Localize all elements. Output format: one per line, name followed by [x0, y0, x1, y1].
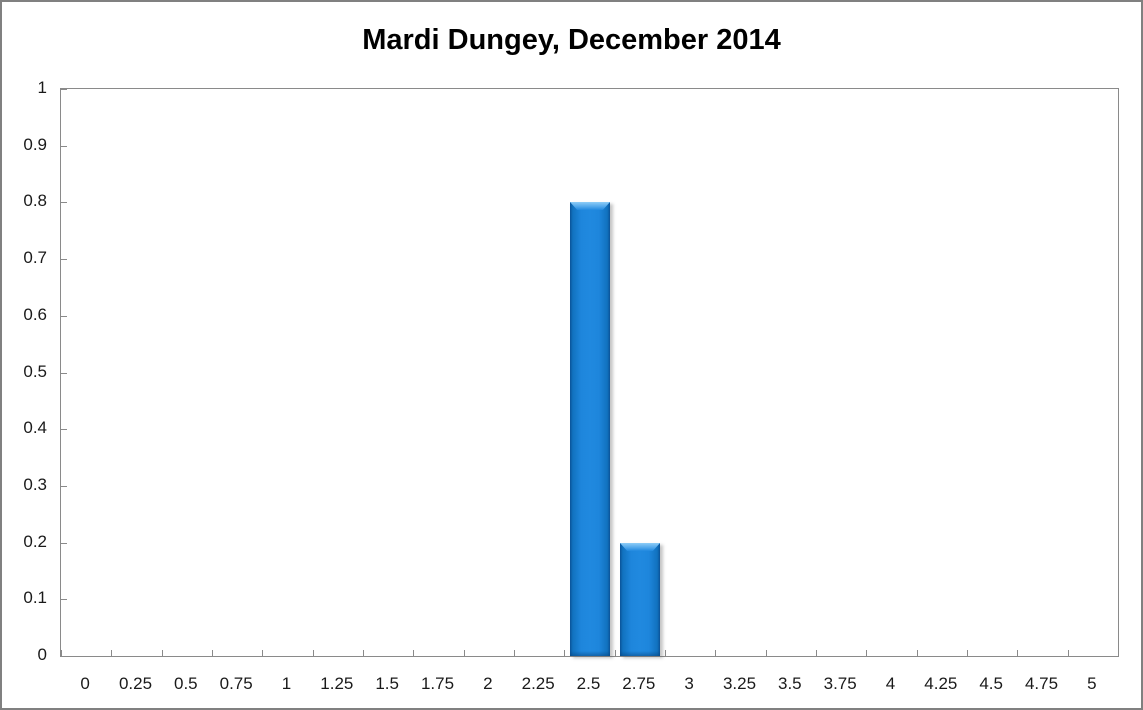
- x-tick-label: 1.5: [375, 674, 399, 693]
- y-tick-mark: [61, 372, 67, 374]
- y-tick-label: 1: [37, 78, 47, 97]
- x-tick-label: 0.25: [118, 674, 153, 693]
- bar-2.5: [570, 202, 610, 656]
- y-tick-mark: [61, 315, 67, 317]
- x-tick-label: 1.75: [420, 674, 455, 693]
- x-tick-label: 0.75: [219, 674, 253, 693]
- x-tick-label: 4: [885, 674, 896, 693]
- x-tick-label: 2.5: [576, 674, 601, 693]
- y-tick-label: 0: [37, 645, 47, 664]
- y-tick-label: 0.5: [23, 361, 47, 381]
- x-tick-label: 5: [1087, 674, 1097, 693]
- plot-area: [60, 88, 1119, 657]
- x-tick-mark: [262, 650, 264, 656]
- x-tick-mark: [1067, 650, 1069, 656]
- x-tick-label: 4.5: [979, 674, 1003, 693]
- x-tick-mark: [1017, 650, 1019, 656]
- chart-title: Mardi Dungey, December 2014: [362, 24, 781, 56]
- x-tick-label: 0: [80, 674, 90, 693]
- y-tick-label: 0.7: [23, 248, 47, 268]
- y-tick-label: 0.8: [23, 191, 47, 211]
- x-tick-mark: [866, 650, 868, 656]
- y-tick-label: 0.3: [23, 474, 47, 494]
- y-tick-mark: [61, 485, 67, 487]
- x-tick-label: 3.5: [778, 674, 802, 693]
- y-tick-mark: [61, 429, 67, 431]
- x-tick-mark: [61, 650, 62, 656]
- x-tick-label: 2.25: [521, 674, 555, 693]
- y-tick-mark: [61, 202, 67, 204]
- x-tick-mark: [564, 650, 566, 656]
- y-tick-label: 0.6: [23, 304, 47, 324]
- x-tick-mark: [514, 650, 515, 656]
- y-tick-label: 0.9: [23, 134, 47, 154]
- y-tick-label: 0.4: [23, 418, 47, 438]
- y-tick-label: 0.1: [23, 588, 47, 608]
- x-tick-mark: [614, 650, 616, 656]
- x-tick-mark: [916, 650, 918, 656]
- x-tick-mark: [665, 650, 666, 656]
- y-tick-mark: [61, 145, 67, 147]
- y-tick-mark: [61, 656, 67, 657]
- x-tick-mark: [161, 650, 163, 656]
- x-tick-mark: [111, 650, 113, 656]
- x-tick-mark: [463, 650, 465, 656]
- x-tick-label: 2: [483, 674, 493, 693]
- x-tick-mark: [363, 650, 364, 656]
- x-tick-mark: [1118, 650, 1119, 656]
- x-tick-label: 0.5: [174, 674, 198, 693]
- x-tick-mark: [967, 650, 968, 656]
- y-tick-mark: [61, 89, 67, 90]
- x-tick-mark: [816, 650, 817, 656]
- y-tick-mark: [61, 542, 67, 544]
- x-tick-label: 1.25: [320, 674, 354, 693]
- x-tick-label: 3.75: [823, 674, 857, 693]
- x-tick-mark: [212, 650, 213, 656]
- x-tick-label: 3: [684, 674, 694, 693]
- x-tick-label: 3.25: [722, 674, 757, 693]
- y-tick-mark: [61, 259, 67, 261]
- x-tick-mark: [312, 650, 314, 656]
- x-tick-label: 4.75: [1024, 674, 1059, 693]
- x-tick-label: 2.75: [622, 674, 656, 693]
- y-tick-mark: [61, 599, 67, 601]
- y-tick-label: 0.2: [23, 531, 47, 551]
- x-tick-mark: [413, 650, 415, 656]
- x-tick-label: 1: [281, 674, 292, 693]
- x-tick-label: 4.25: [924, 674, 958, 693]
- bar-2.75: [620, 543, 660, 656]
- x-tick-mark: [715, 650, 717, 656]
- x-tick-mark: [765, 650, 767, 656]
